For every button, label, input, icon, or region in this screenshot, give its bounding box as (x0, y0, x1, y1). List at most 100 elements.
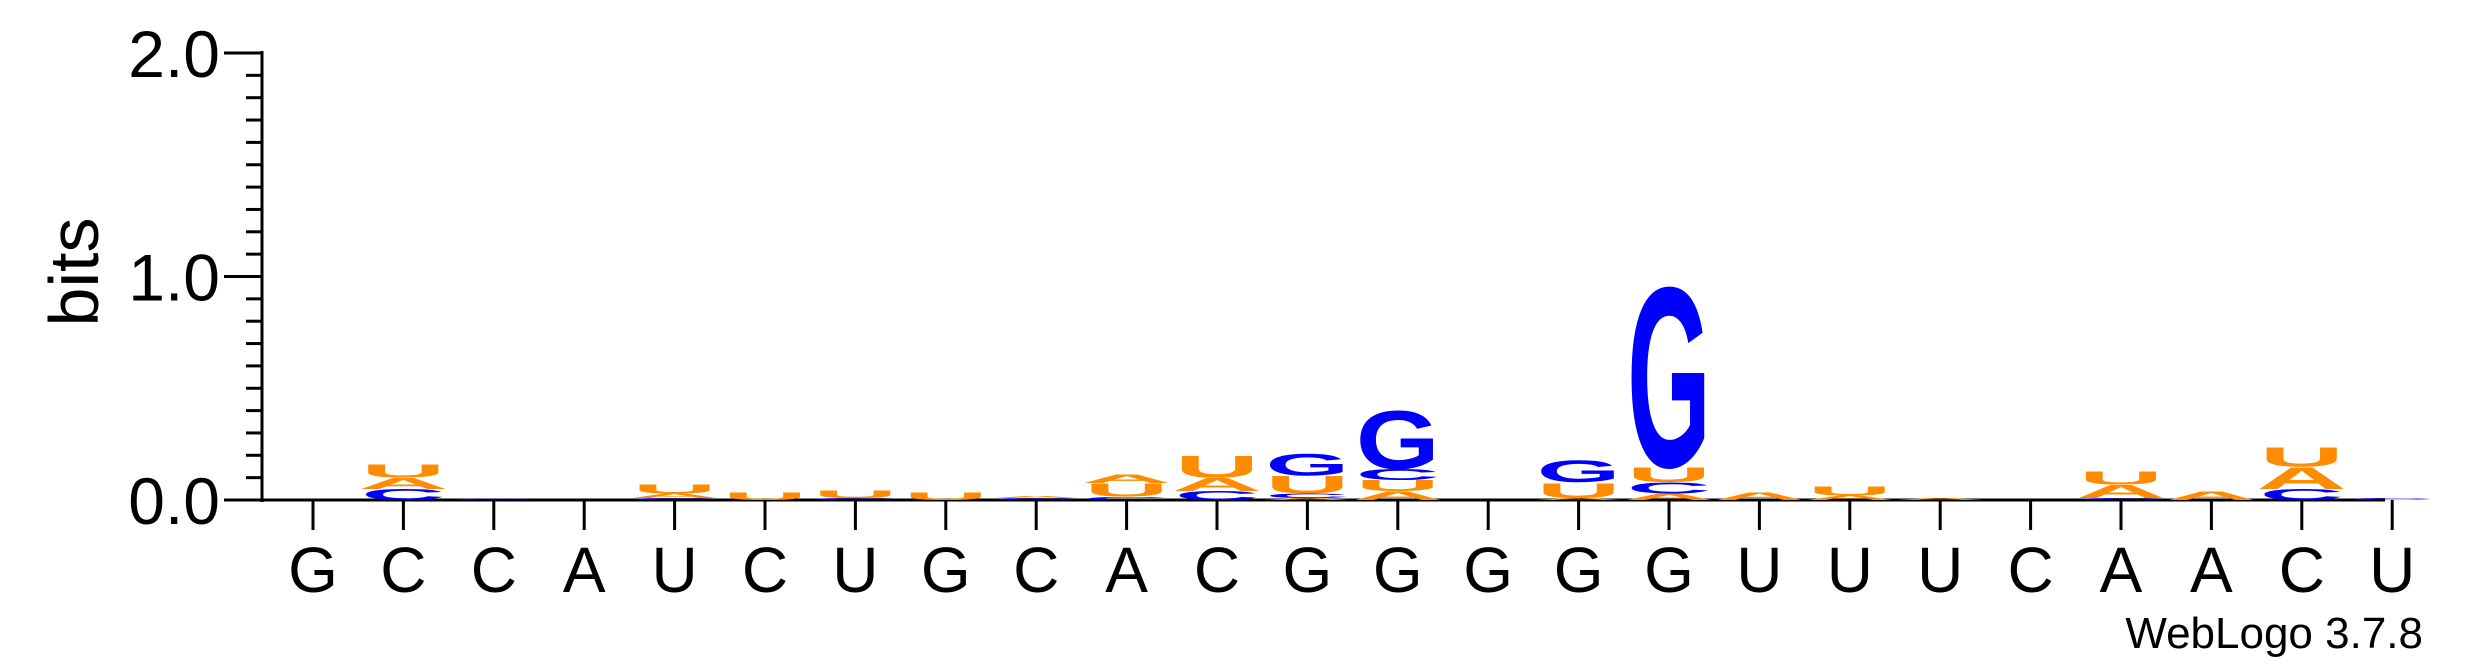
svg-text:U: U (1356, 477, 1440, 494)
x-tick-label: U (1827, 534, 1873, 606)
weblogo-credit: WebLogo 3.7.8 (2125, 609, 2423, 658)
stack-letter-A: A (1714, 490, 1805, 502)
svg-text:C: C (2260, 486, 2344, 503)
stack-letter-C: C (632, 497, 716, 500)
stack-letter-A: A (1624, 492, 1715, 502)
svg-text:C: C (1627, 479, 1711, 496)
svg-text:U: U (1084, 480, 1168, 501)
stack-letter-A: A (1081, 472, 1172, 486)
stack-letter-G: G (1537, 454, 1621, 489)
stack-letter-C: C (1627, 479, 1711, 496)
svg-text:U: U (1536, 478, 1620, 502)
svg-text:C: C (1265, 492, 1349, 499)
x-tick-label: G (1644, 534, 1694, 606)
svg-text:A: A (1805, 494, 1896, 501)
stack-letter-U: U (1175, 450, 1259, 485)
svg-text:C: C (361, 486, 445, 503)
x-tick-label: C (1194, 534, 1240, 606)
stack-letter-U: U (1084, 480, 1168, 501)
stack-letter-A: A (1805, 494, 1896, 501)
stack-letter-U: U (1265, 471, 1349, 499)
stack-letter-U: U (813, 488, 897, 500)
stack-letter-G: G (1266, 447, 1350, 482)
stack-letter-A: A (1262, 497, 1353, 500)
stack-letter-A: A (1353, 489, 1444, 503)
stack-letter-G: G (1627, 233, 1711, 521)
stack-letter-A: A (991, 495, 1082, 498)
x-tick-label: U (651, 534, 697, 606)
stack-letter-U: U (1536, 478, 1620, 502)
stack-letter-U: U (2260, 441, 2344, 472)
svg-text:U: U (2260, 441, 2344, 472)
svg-text:A: A (1172, 474, 1263, 495)
svg-text:A: A (1081, 472, 1172, 486)
svg-text:U: U (1175, 450, 1259, 485)
stack-letter-C: C (1265, 492, 1349, 499)
stack-letter-A: A (358, 475, 449, 492)
stack-letter-C: C (1175, 489, 1259, 503)
stack-letter-U: U (1356, 477, 1440, 494)
svg-text:C: C (994, 497, 1078, 500)
stack-letter-U: U (904, 490, 988, 502)
svg-text:C: C (1175, 489, 1259, 503)
stack-letter-A: A (2257, 461, 2348, 496)
stack-letter-C: C (2260, 486, 2344, 503)
svg-text:A: A (629, 492, 720, 499)
stack-letter-C: C (813, 497, 897, 500)
svg-text:A: A (2166, 489, 2257, 503)
y-tick-label: 1.0 (128, 241, 220, 315)
svg-text:U: U (904, 490, 988, 502)
svg-text:A: A (358, 475, 449, 492)
svg-text:C: C (632, 497, 716, 500)
x-tick-label: U (2369, 534, 2415, 606)
svg-text:A: A (1262, 497, 1353, 500)
x-tick-label: G (1463, 534, 1513, 606)
stack-letter-A: A (2076, 481, 2167, 502)
x-tick-label: A (563, 534, 606, 606)
x-tick-label: A (2100, 534, 2143, 606)
svg-text:G: G (1266, 447, 1350, 482)
svg-text:C: C (813, 497, 897, 500)
x-tick-label: U (1736, 534, 1782, 606)
x-tick-label: A (2190, 534, 2233, 606)
svg-text:G: G (1537, 454, 1621, 489)
svg-text:A: A (1714, 490, 1805, 502)
svg-text:A: A (2076, 481, 2167, 502)
stack-letter-G: G (1356, 394, 1440, 487)
x-tick-label: C (380, 534, 426, 606)
svg-text:U: U (813, 488, 897, 500)
stack-letter-A: A (1172, 474, 1263, 495)
stack-letter-U: U (1808, 484, 1892, 498)
stack-letter-U: U (1627, 462, 1711, 486)
stack-letter-C: C (2079, 497, 2163, 500)
x-tick-label: A (1105, 534, 1148, 606)
y-tick-label: 2.0 (128, 17, 220, 91)
stack-letter-U: U (2079, 467, 2163, 488)
x-tick-label: C (471, 534, 517, 606)
svg-text:G: G (1627, 233, 1711, 521)
x-tick-label: C (1013, 534, 1059, 606)
svg-text:A: A (1895, 497, 1986, 500)
svg-text:U: U (1808, 484, 1892, 498)
x-tick-label: G (1283, 534, 1333, 606)
stack-letter-U: U (361, 461, 445, 482)
stack-letter-C: C (1356, 466, 1440, 483)
y-tick-label: 0.0 (128, 464, 220, 538)
stack-letter-U: U (632, 482, 716, 496)
svg-text:C: C (1356, 466, 1440, 483)
svg-text:A: A (1353, 489, 1444, 503)
x-tick-label: G (288, 534, 338, 606)
svg-text:U: U (723, 490, 807, 502)
svg-text:C: C (452, 499, 536, 501)
stack-letter-A: A (1533, 497, 1624, 500)
x-tick-label: G (1373, 534, 1423, 606)
svg-text:C: C (2079, 497, 2163, 500)
y-axis-label: bits (35, 218, 113, 327)
svg-text:C: C (1084, 496, 1168, 501)
x-tick-label: G (1554, 534, 1604, 606)
stack-letter-C: C (994, 497, 1078, 500)
svg-text:U: U (1265, 471, 1349, 499)
